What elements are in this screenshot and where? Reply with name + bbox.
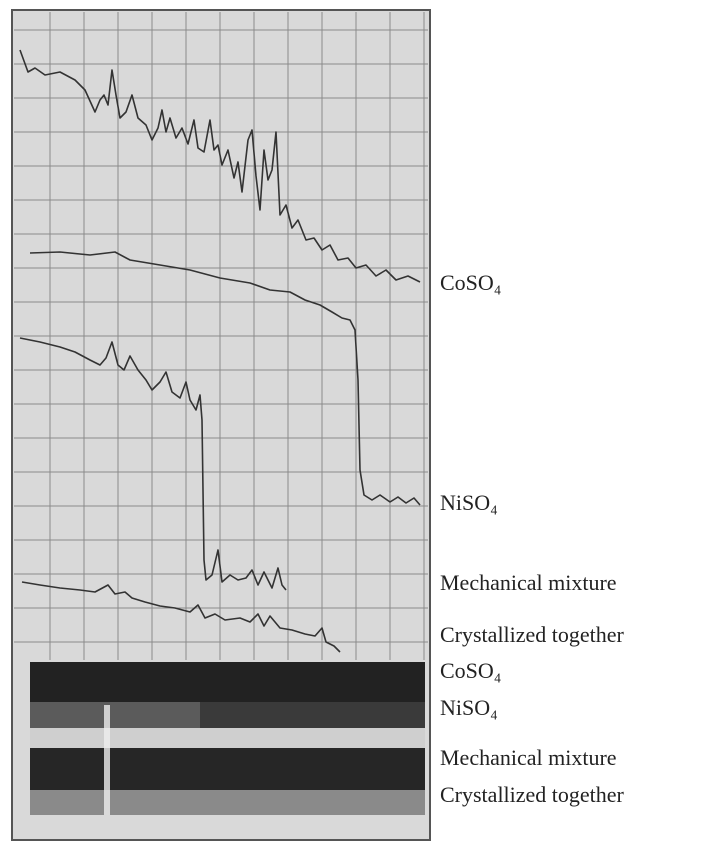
film-crystallized <box>30 790 425 815</box>
trace-mechanical <box>19 337 287 591</box>
film-strips <box>30 662 425 815</box>
trace-crystallized <box>21 581 341 653</box>
film-line <box>104 705 110 815</box>
trace-label: CoSO₄ <box>440 270 501 295</box>
trace-label: NiSO₄ <box>440 490 498 515</box>
film-label: CoSO₄ <box>440 658 501 683</box>
trace-coso4 <box>19 49 421 283</box>
film-label: Mechanical mixture <box>440 745 617 770</box>
film-label: NiSO₄ <box>440 695 498 720</box>
film-mechanical <box>30 748 425 790</box>
film-gap <box>30 728 425 748</box>
trace-label: Mechanical mixture <box>440 570 617 595</box>
trace-label: Crystallized together <box>440 622 625 647</box>
film-coso4 <box>30 662 425 702</box>
trace-niso4 <box>29 251 421 506</box>
film-label: Crystallized together <box>440 782 625 807</box>
film-shade <box>30 702 200 728</box>
